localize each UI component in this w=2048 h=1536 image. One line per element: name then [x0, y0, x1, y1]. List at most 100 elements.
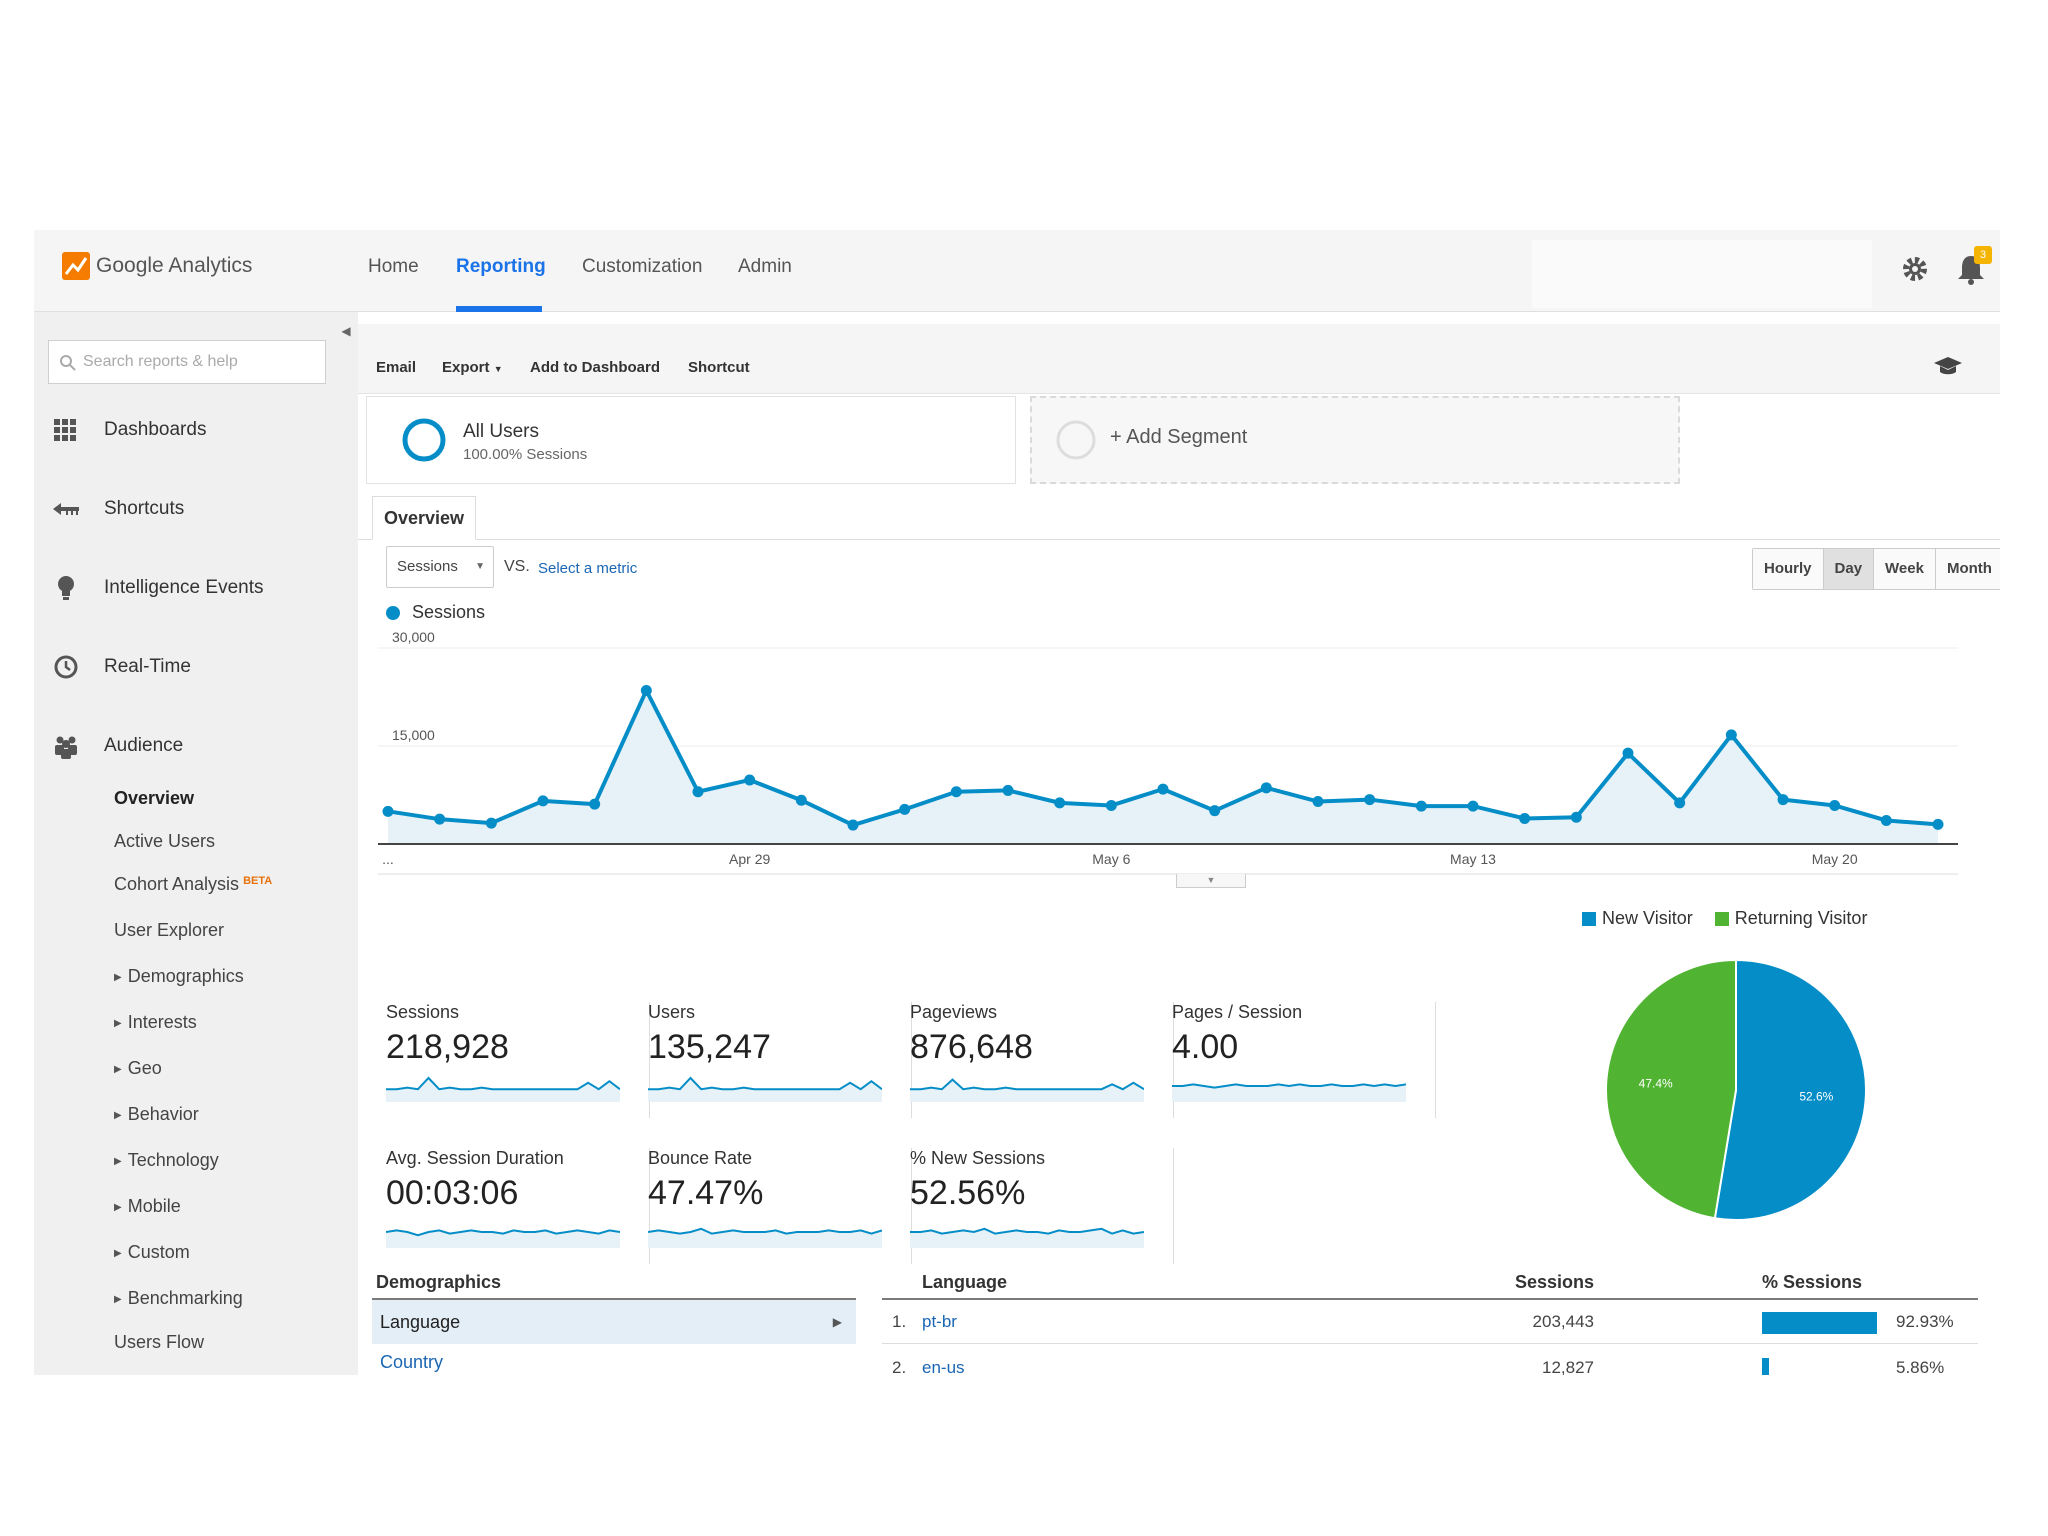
- sessions-point[interactable]: [640, 684, 652, 696]
- sessions-point[interactable]: [382, 805, 394, 817]
- sidebar-item-user-explorer[interactable]: User Explorer: [114, 920, 225, 940]
- stat-tile[interactable]: % New Sessions 52.56%: [910, 1148, 1174, 1264]
- sessions-point[interactable]: [692, 786, 704, 798]
- sidebar-item-behavior[interactable]: ▶ Behavior: [114, 1104, 199, 1125]
- segment-percentage: 100.00% Sessions: [463, 446, 588, 463]
- stat-tile[interactable]: Sessions 218,928: [386, 1002, 650, 1118]
- sidebar-item-dashboards[interactable]: Dashboards: [52, 416, 206, 444]
- demographics-country-link[interactable]: Country: [380, 1352, 444, 1372]
- tab-overview[interactable]: Overview: [372, 496, 476, 540]
- stat-tile[interactable]: Pageviews 876,648: [910, 1002, 1174, 1118]
- sessions-point[interactable]: [950, 786, 962, 798]
- language-link[interactable]: en-us: [922, 1358, 965, 1375]
- sidebar-item-mobile[interactable]: ▶ Mobile: [114, 1196, 181, 1217]
- sessions-point[interactable]: [1260, 782, 1272, 794]
- email-button[interactable]: Email: [376, 359, 417, 376]
- sessions-point[interactable]: [589, 798, 601, 810]
- search-icon: [60, 355, 76, 371]
- sessions-point[interactable]: [899, 803, 911, 815]
- sessions-point[interactable]: [1157, 783, 1169, 795]
- sidebar-item-real-time[interactable]: Real-Time: [52, 653, 191, 681]
- nav-home[interactable]: Home: [368, 256, 419, 277]
- stat-tile[interactable]: Pages / Session 4.00: [1172, 1002, 1436, 1118]
- sessions-point[interactable]: [1519, 813, 1531, 825]
- sessions-chart[interactable]: 30,000 15,000... Apr 29 May 6 May 13 May 20: [378, 632, 1998, 878]
- share-bar: [1762, 1358, 1769, 1375]
- logo[interactable]: Google Analytics: [62, 252, 252, 280]
- sparkline: [1172, 1083, 1406, 1102]
- sidebar-item-audience[interactable]: Audience: [52, 732, 183, 760]
- month-button[interactable]: Month: [1935, 549, 2000, 589]
- stat-value: 135,247: [648, 1028, 771, 1066]
- graduation-cap-icon[interactable]: [1932, 354, 1964, 378]
- sessions-point[interactable]: [434, 813, 446, 825]
- stat-value: 00:03:06: [386, 1174, 519, 1212]
- stat-tile[interactable]: Bounce Rate 47.47%: [648, 1148, 912, 1264]
- nav-customization[interactable]: Customization: [582, 256, 703, 277]
- stat-label: Pageviews: [910, 1002, 998, 1022]
- expand-arrow-icon: ▶: [114, 1110, 122, 1121]
- sessions-point[interactable]: [1002, 784, 1014, 796]
- nav-reporting[interactable]: Reporting: [456, 256, 546, 277]
- stat-tile[interactable]: Avg. Session Duration 00:03:06: [386, 1148, 650, 1264]
- week-button[interactable]: Week: [1874, 549, 1936, 589]
- sessions-point[interactable]: [795, 794, 807, 806]
- metric-dropdown[interactable]: Sessions ▼: [386, 546, 494, 588]
- sidebar-item-cohort-analysis[interactable]: Cohort Analysis BETA: [114, 874, 272, 895]
- sidebar-item-custom[interactable]: ▶ Custom: [114, 1242, 190, 1263]
- legend-swatch: [1582, 911, 1596, 926]
- gear-icon[interactable]: [1898, 252, 1932, 286]
- stat-tile[interactable]: Users 135,247: [648, 1002, 912, 1118]
- sidebar-item-technology[interactable]: ▶ Technology: [114, 1150, 219, 1171]
- sessions-point[interactable]: [1622, 747, 1634, 759]
- pie-slice-new-visitor[interactable]: [1713, 958, 1867, 1221]
- shortcut-button[interactable]: Shortcut: [688, 359, 750, 376]
- select-metric-link[interactable]: Select a metric: [538, 560, 638, 577]
- sessions-point[interactable]: [1932, 818, 1944, 830]
- sessions-point[interactable]: [1570, 811, 1582, 823]
- sessions-point[interactable]: [537, 795, 549, 807]
- segment-all-users[interactable]: All Users 100.00% Sessions: [366, 396, 1016, 484]
- sessions-point[interactable]: [1777, 794, 1789, 806]
- visitor-pie-chart[interactable]: 52.6% 47.4%: [1598, 952, 1874, 1228]
- language-link[interactable]: pt-br: [922, 1312, 957, 1331]
- sessions-point[interactable]: [1725, 729, 1737, 741]
- sidebar-item-demographics[interactable]: ▶ Demographics: [114, 966, 244, 987]
- sidebar-item-label: Interests: [127, 1012, 197, 1032]
- collapse-sidebar-button[interactable]: ◀: [341, 324, 351, 338]
- sessions-point[interactable]: [1829, 799, 1841, 811]
- nav-admin[interactable]: Admin: [738, 256, 792, 277]
- chart-resize-handle[interactable]: ▼: [1176, 874, 1246, 888]
- add-to-dashboard-button[interactable]: Add to Dashboard: [530, 359, 660, 376]
- sessions-point[interactable]: [1880, 814, 1892, 826]
- sessions-point[interactable]: [1209, 805, 1221, 817]
- sidebar-item-geo[interactable]: ▶ Geo: [114, 1058, 162, 1079]
- pie-slice-returning-visitor[interactable]: [1605, 958, 1737, 1220]
- account-selector[interactable]: [1532, 240, 1872, 308]
- sidebar-item-shortcuts[interactable]: Shortcuts: [52, 495, 184, 523]
- hourly-button[interactable]: Hourly: [1753, 549, 1824, 589]
- sessions-point[interactable]: [847, 819, 859, 831]
- sessions-point[interactable]: [1054, 797, 1066, 809]
- export-button[interactable]: Export ▼: [442, 359, 503, 376]
- demographics-language-row[interactable]: Language ▶: [372, 1300, 856, 1344]
- sidebar-item-users-flow[interactable]: Users Flow: [114, 1332, 205, 1352]
- sessions-point[interactable]: [1467, 800, 1479, 812]
- day-button[interactable]: Day: [1823, 549, 1875, 589]
- sessions-point[interactable]: [1312, 796, 1324, 808]
- sparkline-line: [386, 1076, 620, 1091]
- sidebar-item-active-users[interactable]: Active Users: [114, 831, 216, 851]
- sidebar-item-interests[interactable]: ▶ Interests: [114, 1012, 197, 1033]
- add-segment-button[interactable]: + Add Segment: [1030, 396, 1680, 484]
- sessions-point[interactable]: [1364, 794, 1376, 806]
- sessions-point[interactable]: [1415, 800, 1427, 812]
- sidebar-item-intelligence-events[interactable]: Intelligence Events: [52, 574, 264, 602]
- sessions-point[interactable]: [1674, 797, 1686, 809]
- sidebar-item-benchmarking[interactable]: ▶ Benchmarking: [114, 1288, 243, 1309]
- y-tick-label: 15,000: [392, 727, 435, 743]
- search-input[interactable]: [83, 349, 313, 375]
- sidebar-item-overview[interactable]: Overview: [114, 788, 195, 808]
- sessions-point[interactable]: [485, 817, 497, 829]
- sessions-point[interactable]: [744, 774, 756, 786]
- sessions-point[interactable]: [1105, 799, 1117, 811]
